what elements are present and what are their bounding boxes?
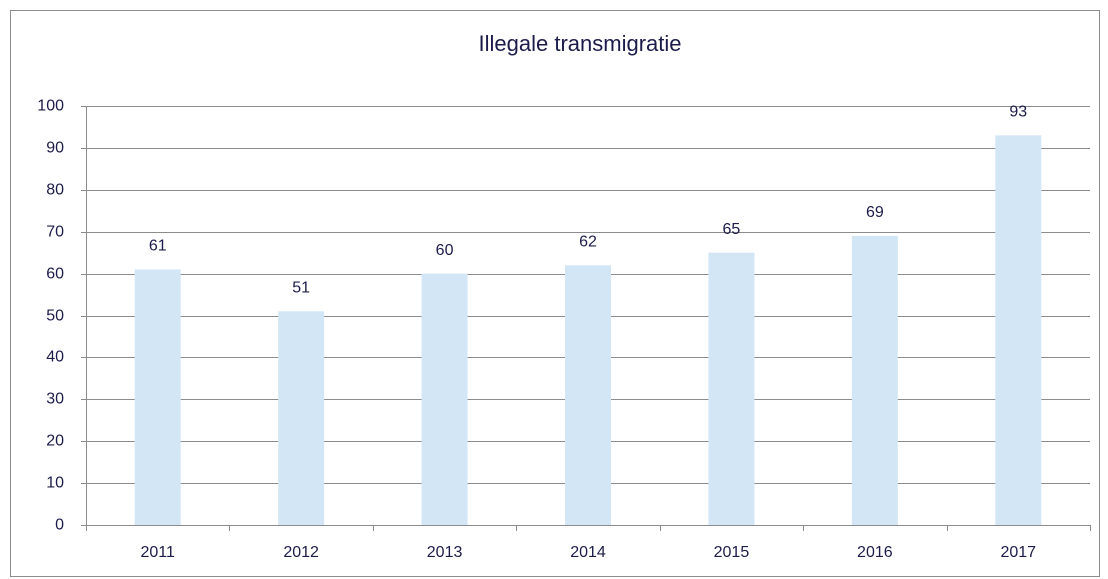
bar <box>708 252 755 525</box>
x-tick-label: 2012 <box>283 544 319 561</box>
x-tick-label: 2011 <box>141 544 176 561</box>
bar <box>278 311 325 525</box>
bar <box>565 265 611 525</box>
y-tick-label: 60 <box>46 266 64 283</box>
data-label: 51 <box>292 280 310 297</box>
x-tick-label: 2015 <box>714 544 750 561</box>
chart-title: Illegale transmigratie <box>479 31 682 56</box>
y-tick-label: 70 <box>46 224 64 241</box>
y-tick-label: 80 <box>46 182 64 199</box>
bar <box>134 269 181 525</box>
data-label: 62 <box>579 233 597 250</box>
y-tick-label: 100 <box>37 98 64 115</box>
data-label: 61 <box>149 238 167 255</box>
bar <box>995 135 1042 525</box>
data-label: 93 <box>1009 104 1027 121</box>
y-tick-label: 0 <box>55 517 64 534</box>
data-label: 69 <box>866 204 884 221</box>
y-tick-label: 10 <box>46 475 64 492</box>
y-tick-label: 40 <box>46 349 64 366</box>
x-tick-label: 2013 <box>427 544 463 561</box>
chart-border <box>10 10 1100 577</box>
x-tick-label: 2017 <box>1000 544 1036 561</box>
y-tick-label: 30 <box>46 391 64 408</box>
y-tick-label: 90 <box>46 140 64 157</box>
data-label: 60 <box>436 242 454 259</box>
x-tick-label: 2016 <box>857 544 893 561</box>
x-tick-label: 2014 <box>570 544 606 561</box>
y-tick-label: 20 <box>46 433 64 450</box>
y-tick-label: 50 <box>46 308 64 325</box>
bar <box>851 235 898 525</box>
data-label: 65 <box>723 221 741 238</box>
bar <box>421 273 468 525</box>
